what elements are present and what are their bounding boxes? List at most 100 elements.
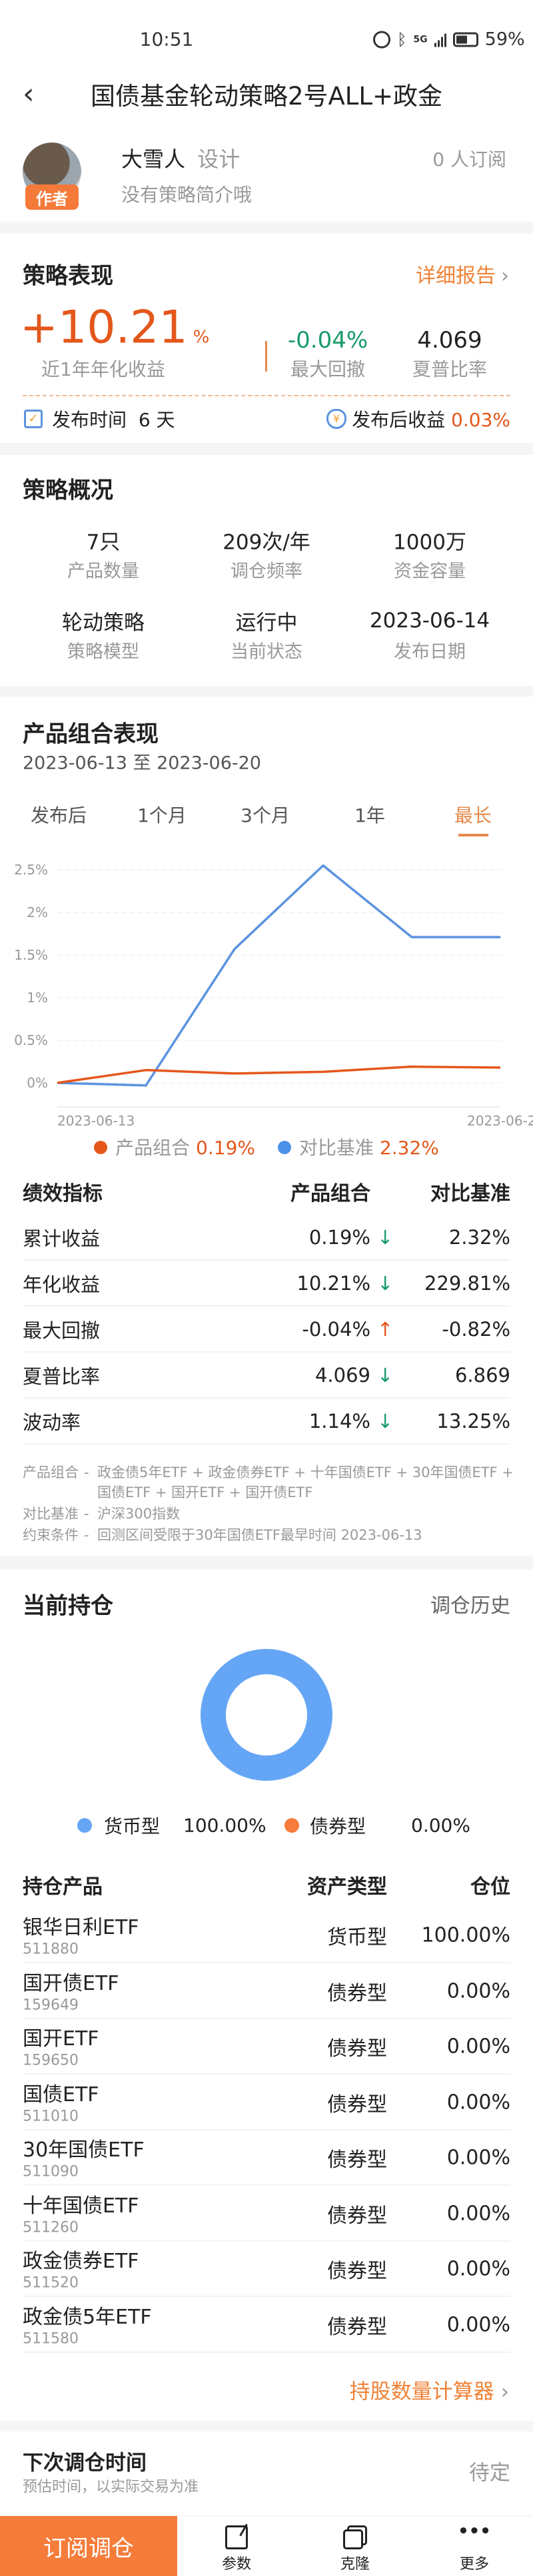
status-icons: ᛒ 5G 59% (373, 29, 525, 50)
alloc-bond-name: 债券型 (310, 1815, 366, 1837)
footnote: 约束条件 - 回测区间受限于30年国债ETF最早时间 2023-06-13 (23, 1525, 516, 1545)
divider (0, 1556, 533, 1570)
strategy-intro: 没有策略简介哦 (121, 184, 253, 206)
edit-icon (225, 2523, 248, 2549)
author-name[interactable]: 大雪人 (121, 147, 186, 172)
more-button[interactable]: ••• 更多 (441, 2521, 508, 2575)
signal-icon: 5G (413, 34, 428, 45)
legend-value: 0.19% (196, 1137, 255, 1159)
metrics-header-portfolio: 产品组合 (290, 1182, 370, 1205)
holding-name: 政金债券ETF (23, 2250, 139, 2273)
legend-benchmark: 对比基准 2.32% (278, 1133, 439, 1160)
legend-dot-bond (284, 1818, 299, 1833)
rebalance-history-link[interactable]: 调仓历史 (430, 1594, 510, 1618)
detail-report-label: 详细报告 (416, 264, 496, 288)
tab-3[interactable]: 1年 (354, 805, 385, 826)
row-divider (23, 2017, 510, 2019)
donut-segment-money (201, 1649, 332, 1781)
metrics-header-benchmark: 对比基准 (430, 1182, 510, 1205)
next-rebalance-title: 下次调仓时间 (23, 2451, 147, 2475)
overview-label: 产品数量 (67, 561, 139, 582)
holding-name: 政金债5年ETF (23, 2305, 152, 2329)
chevron-right-icon: › (501, 264, 509, 288)
dashed-divider (23, 395, 510, 396)
y-tick-label: 0.5% (14, 1032, 48, 1048)
detail-report-link[interactable]: 详细报告 › (416, 259, 509, 288)
max-drawdown-value: -0.04% (287, 327, 368, 354)
share-calculator-link[interactable]: 持股数量计算器 › (350, 2375, 509, 2405)
holding-code: 159650 (23, 2052, 79, 2069)
chart-legend: 产品组合 0.19% 对比基准 2.32% (0, 1133, 533, 1160)
overview-label: 当前状态 (231, 641, 302, 663)
sharpe-value: 4.069 (417, 327, 482, 354)
back-icon[interactable]: ‹ (23, 77, 35, 111)
bluetooth-icon: ᛒ (397, 30, 407, 49)
holding-name: 国开ETF (23, 2027, 99, 2051)
annual-return: +10.21% (20, 302, 209, 354)
annual-return-value: +10.21 (20, 301, 188, 354)
footnote-text: 沪深300指数 (97, 1506, 181, 1522)
footnote-label: 约束条件 (23, 1527, 79, 1543)
calendar-icon: ✓ (24, 410, 43, 428)
overview-label: 发布日期 (394, 641, 466, 663)
tab-4[interactable]: 最长 (454, 805, 492, 826)
row-divider (23, 1259, 510, 1261)
divider (0, 2421, 533, 2431)
holding-weight: 0.00% (446, 2035, 510, 2059)
metric-name: 波动率 (23, 1411, 81, 1434)
metric-portfolio: 1.14% (308, 1410, 370, 1433)
overview-value: 2023-06-14 (369, 609, 490, 633)
footnote-dash: - (84, 1527, 89, 1543)
tab-2[interactable]: 3个月 (241, 805, 290, 826)
metric-portfolio: 4.069 (314, 1364, 370, 1387)
footnotes: 产品组合 - 政金债5年ETF + 政金债券ETF + 十年国债ETF + 30年国… (23, 1462, 516, 1546)
divider (0, 222, 533, 234)
metric-benchmark: -0.82% (442, 1318, 510, 1341)
subscribe-button[interactable]: 订阅调仓 (0, 2516, 177, 2576)
holdings-header-product: 持仓产品 (23, 1875, 103, 1899)
holding-weight: 100.00% (421, 1923, 510, 1947)
tab-1[interactable]: 1个月 (137, 805, 187, 826)
footnote-text: 政金债5年ETF + 政金债券ETF + 十年国债ETF + 30年国债ETF … (97, 1464, 514, 1500)
publish-time: 发布时间 6 天 (52, 406, 175, 432)
y-tick-label: 1% (27, 990, 48, 1006)
clone-button[interactable]: 克隆 (322, 2521, 388, 2575)
footnote: 产品组合 - 政金债5年ETF + 政金债券ETF + 十年国债ETF + 30年国… (23, 1462, 516, 1502)
holding-type: 债券型 (327, 2315, 387, 2339)
y-tick-label: 1.5% (14, 947, 48, 963)
legend-dot-blue (278, 1141, 291, 1154)
holding-code: 511010 (23, 2108, 79, 2124)
tab-0[interactable]: 发布后 (30, 805, 87, 826)
metric-benchmark: 13.25% (436, 1410, 510, 1433)
holding-weight: 0.00% (446, 2257, 510, 2281)
publish-time-label: 发布时间 (52, 409, 127, 431)
legend-value: 2.32% (379, 1137, 439, 1159)
post-return-value: 0.03% (451, 409, 510, 431)
metrics-header-name: 绩效指标 (23, 1182, 103, 1205)
footnote-dash: - (84, 1464, 89, 1480)
author-badge: 作者 (25, 184, 79, 210)
params-label: 参数 (221, 2556, 251, 2573)
row-divider (23, 1397, 510, 1399)
date-range: 2023-06-13 至 2023-06-20 (23, 753, 261, 774)
trend-arrow-icon: ↓ (377, 1272, 394, 1295)
series-line-benchmark (57, 864, 500, 1087)
footnote-text: 回测区间受限于30年国债ETF最早时间 2023-06-13 (97, 1527, 422, 1543)
signal-bars-icon (434, 32, 446, 47)
row-divider (23, 1305, 510, 1307)
portfolio-title: 产品组合表现 (23, 721, 159, 748)
holding-code: 511580 (23, 2330, 79, 2347)
row-divider (23, 2351, 510, 2353)
params-button[interactable]: 参数 (203, 2521, 270, 2575)
holding-code: 511260 (23, 2219, 79, 2236)
overview-value: 7只 (86, 530, 121, 555)
trend-arrow-icon: ↓ (377, 1226, 394, 1249)
battery-percent: 59% (484, 29, 525, 50)
holding-type: 债券型 (327, 2148, 387, 2172)
y-tick-label: 2.5% (14, 862, 48, 878)
legend-portfolio: 产品组合 0.19% (94, 1133, 255, 1160)
alloc-money-value: 100.00% (183, 1814, 266, 1837)
holding-name: 国开债ETF (23, 1971, 119, 1995)
hd-call-icon (373, 31, 390, 48)
post-publish-return: 发布后收益 0.03% (352, 406, 510, 432)
